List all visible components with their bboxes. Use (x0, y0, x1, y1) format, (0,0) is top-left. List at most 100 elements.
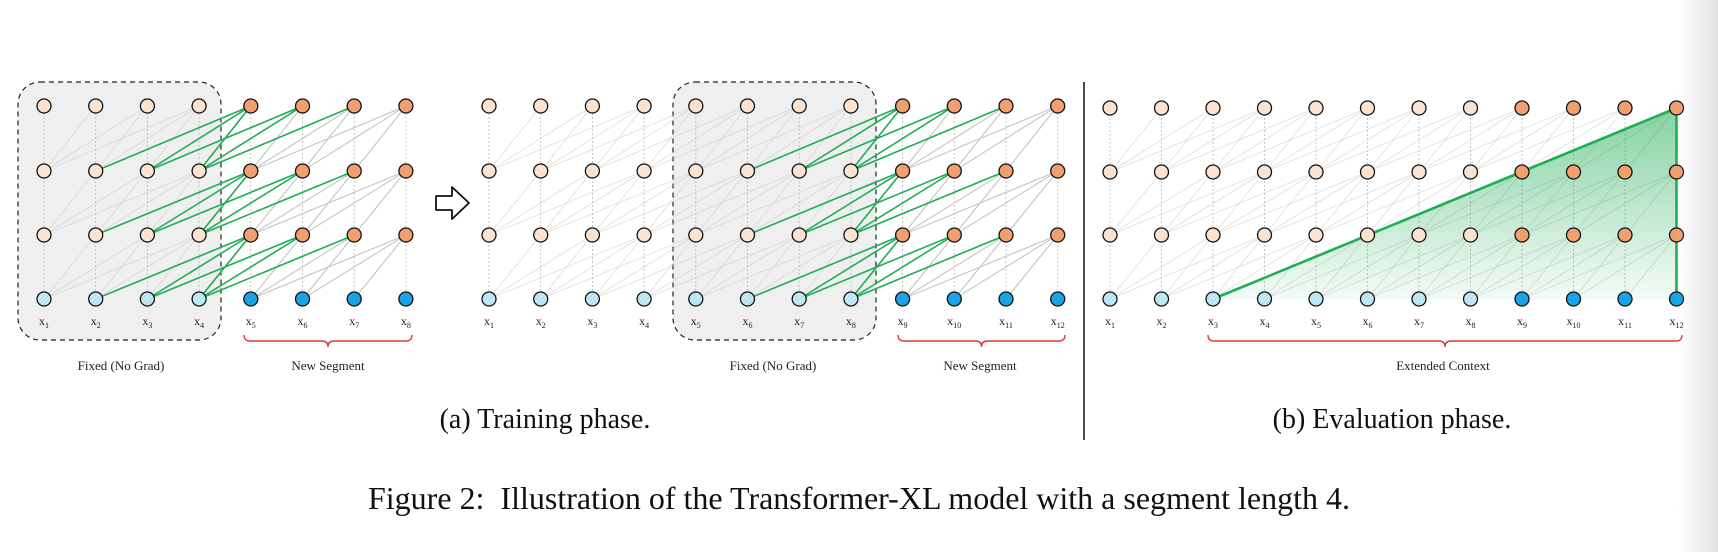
hidden-state-node (739, 227, 756, 243)
input-token-node (346, 291, 362, 307)
hidden-state-node (894, 163, 911, 179)
dependency-edges (95, 105, 1007, 300)
gray-edge (1212, 107, 1317, 173)
input-token-node (1565, 291, 1582, 307)
green-edge (146, 105, 252, 172)
hidden-state-node (1359, 100, 1376, 116)
gray-edge (1212, 171, 1368, 236)
input-token-node (243, 291, 259, 307)
segment-brace (243, 334, 413, 348)
gray-edge (353, 105, 407, 172)
token-subscript: 7 (355, 321, 359, 330)
token-subscript: 8 (1472, 321, 1476, 330)
token-subscript: 6 (1369, 321, 1373, 330)
green-edge (747, 105, 903, 172)
gray-edge (643, 170, 800, 236)
green-edge (198, 170, 355, 236)
gray-edge (953, 170, 1059, 236)
gray-edge (747, 170, 852, 236)
hidden-state-node (243, 227, 259, 243)
gray-edge (1161, 171, 1317, 236)
training-caption: (a) Training phase. (440, 404, 651, 435)
gray-edge (353, 234, 407, 300)
input-token-node (1256, 291, 1273, 307)
gray-edge (43, 170, 200, 236)
green-edge (198, 105, 303, 172)
gray-edge (695, 170, 852, 236)
input-token-node (998, 291, 1014, 307)
hidden-state-node (533, 227, 549, 243)
hidden-state-node (636, 227, 652, 243)
token-label: x7 (1414, 314, 1424, 330)
green-edge (146, 234, 252, 300)
hidden-state-node (1256, 164, 1273, 180)
hidden-state-node (481, 227, 497, 243)
hidden-state-node (294, 98, 311, 114)
hidden-state-node (346, 98, 362, 114)
token-label: x11 (1618, 314, 1632, 330)
green-edge (798, 105, 904, 172)
gray-edge (592, 170, 748, 236)
token-label: x2 (1157, 314, 1167, 330)
green-edge (850, 105, 1007, 172)
hidden-state-node (1308, 164, 1324, 180)
hidden-state-node (946, 163, 962, 179)
token-subscript: 3 (593, 321, 597, 330)
green-edge (798, 105, 955, 172)
gray-edge (43, 170, 148, 236)
hidden-state-node (1205, 100, 1221, 116)
gray-edge (592, 234, 697, 300)
token-label: x9 (1517, 314, 1527, 330)
gray-edge (250, 170, 355, 236)
token-label: x1 (1105, 314, 1115, 330)
input-token-node (636, 291, 652, 307)
hidden-state-node (191, 227, 207, 243)
extended-context-label: Extended Context (1396, 358, 1490, 373)
hidden-state-node (1050, 163, 1066, 179)
input-token-node (1308, 291, 1324, 307)
hidden-state-node (1617, 100, 1633, 116)
hidden-state-node (688, 163, 704, 179)
token-subscript: 2 (1163, 321, 1167, 330)
green-edge (95, 234, 252, 300)
gray-edge (1005, 105, 1059, 172)
input-token-node (1205, 291, 1221, 307)
hidden-state-node (1153, 100, 1170, 116)
hidden-state-node (843, 227, 859, 243)
hidden-state-node (584, 98, 601, 114)
green-edge (850, 234, 1007, 300)
token-subscript: 5 (697, 321, 701, 330)
gray-edge (1109, 234, 1265, 300)
gray-edge (1470, 107, 1626, 173)
page-edge-shadow (1678, 0, 1718, 552)
hidden-state-node (946, 227, 962, 243)
gray-edge (1161, 234, 1317, 300)
gray-edge (1521, 107, 1626, 173)
token-label: x5 (1311, 314, 1321, 330)
gray-edge (643, 105, 800, 172)
hidden-state-node (739, 163, 756, 179)
hidden-state-node (1102, 100, 1118, 116)
hidden-state-node (1565, 164, 1582, 180)
token-label: x4 (194, 314, 204, 330)
gray-edge (953, 234, 1059, 300)
token-subscript: 5 (1317, 321, 1321, 330)
green-edge (798, 234, 955, 300)
token-subscript: 4 (645, 321, 649, 330)
token-subscript: 9 (904, 321, 908, 330)
gray-edge (95, 105, 200, 172)
figure-caption-prefix: Figure 2: (368, 480, 484, 516)
gray-edge (1212, 171, 1317, 236)
token-subscript: 6 (749, 321, 753, 330)
gray-edge (1109, 234, 1162, 300)
input-token-node (294, 291, 311, 307)
gray-edge (592, 105, 697, 172)
gray-edge (353, 170, 407, 236)
gray-edge (540, 170, 645, 236)
gray-edge (695, 234, 800, 300)
hidden-state-node (1153, 164, 1170, 180)
gray-edge (1005, 170, 1059, 236)
input-token-node (739, 291, 756, 307)
green-edge (798, 170, 904, 236)
